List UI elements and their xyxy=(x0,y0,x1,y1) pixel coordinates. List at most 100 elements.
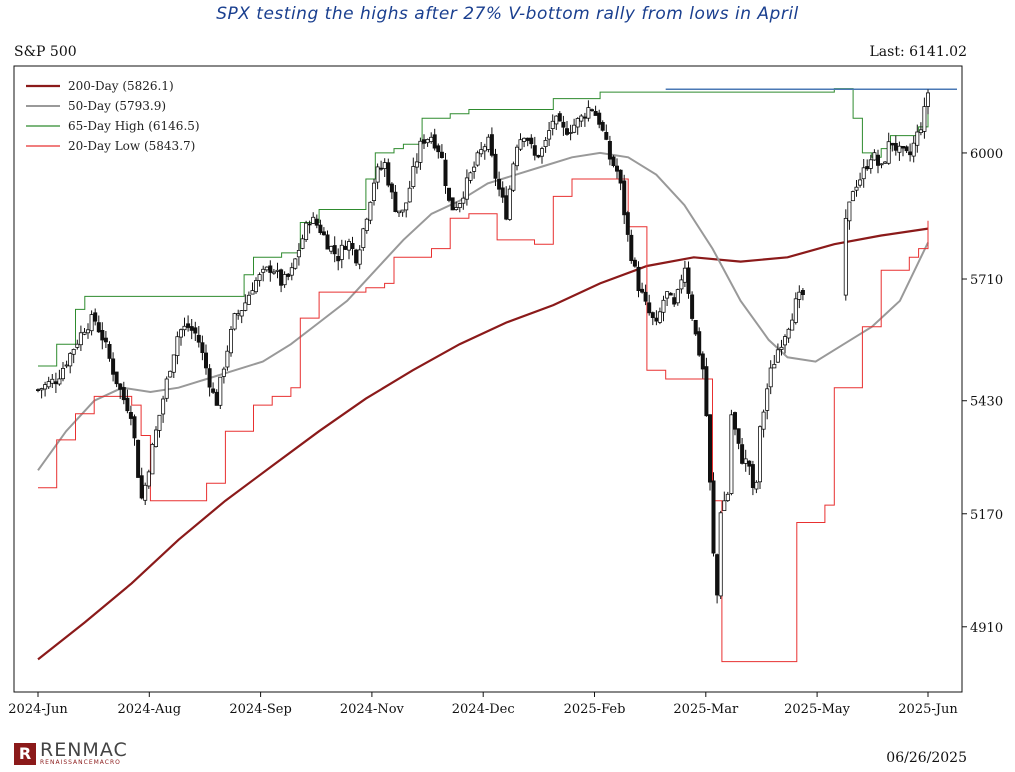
candle-body xyxy=(518,139,523,150)
candle-body xyxy=(236,313,241,316)
candle-body xyxy=(582,116,587,119)
candle-body xyxy=(221,368,226,377)
candle-body xyxy=(550,120,555,130)
candle-body xyxy=(354,249,359,264)
logo-tagline: RENAISSANCEMACRO xyxy=(40,759,121,766)
candle-body xyxy=(679,279,684,290)
candle-body xyxy=(708,414,713,483)
last-price-label: Last: 6141.02 xyxy=(869,44,967,60)
candle-body xyxy=(865,166,870,170)
candle-body xyxy=(540,148,545,157)
candle-body xyxy=(157,414,162,431)
candle-body xyxy=(171,354,176,373)
y-tick-label: 4910 xyxy=(970,621,1003,636)
candle-body xyxy=(908,151,913,156)
candle-body xyxy=(132,416,137,439)
candle-body xyxy=(636,266,641,291)
candle-body xyxy=(161,398,166,415)
candle-body xyxy=(357,249,362,265)
candle-body xyxy=(64,364,69,367)
candle-body xyxy=(625,212,630,235)
candle-body xyxy=(164,378,169,399)
candle-body xyxy=(382,162,387,170)
candle-body xyxy=(175,336,180,357)
candle-body xyxy=(100,329,105,341)
candle-body xyxy=(586,107,591,119)
candle-body xyxy=(282,274,287,286)
legend: 200-Day (5826.1) 50-Day (5793.9) 65-Day Hi… xyxy=(26,79,200,153)
y-tick-label: 5430 xyxy=(970,395,1003,410)
candle-body xyxy=(772,363,777,369)
candle-body xyxy=(68,353,73,367)
candle-body xyxy=(743,458,748,464)
candle-body xyxy=(800,289,805,295)
candle-body xyxy=(436,145,441,153)
candle-body xyxy=(790,319,795,331)
candle-body xyxy=(682,267,687,283)
candle-body xyxy=(740,444,745,464)
candle-body xyxy=(611,156,616,166)
candle-body xyxy=(493,153,498,179)
candle-body xyxy=(196,334,201,343)
candle-body xyxy=(228,328,233,354)
candle-body xyxy=(522,137,527,142)
x-tick-label: 2025-Mar xyxy=(673,702,739,717)
low20-line xyxy=(38,178,929,663)
candle-body xyxy=(96,322,101,333)
candle-body xyxy=(146,471,151,487)
candle-body xyxy=(439,151,444,158)
chart-title: SPX testing the highs after 27% V-bottom… xyxy=(216,4,799,24)
candle-body xyxy=(75,343,80,348)
candle-body xyxy=(650,312,655,319)
candle-body xyxy=(425,138,430,144)
candle-body xyxy=(86,329,91,334)
candle-body xyxy=(915,131,920,146)
candle-body xyxy=(575,118,580,128)
candle-body xyxy=(346,241,351,251)
y-tick-label: 5170 xyxy=(970,508,1003,523)
candle-body xyxy=(396,210,401,214)
candle-body xyxy=(654,317,659,322)
legend-label-low20: 20-Day Low (5843.7) xyxy=(68,139,195,153)
candle-body xyxy=(557,113,562,122)
candle-body xyxy=(572,124,577,133)
candle-body xyxy=(443,159,448,187)
candle-body xyxy=(318,224,323,234)
candle-body xyxy=(525,137,530,141)
candle-body xyxy=(36,389,41,392)
candle-body xyxy=(543,139,548,147)
candle-body xyxy=(482,146,487,152)
candle-body xyxy=(71,348,76,355)
candle-body xyxy=(325,234,330,250)
candle-body xyxy=(414,161,419,168)
candle-body xyxy=(489,134,494,156)
candle-body xyxy=(411,166,416,188)
ma200-line xyxy=(37,227,929,661)
candle-body xyxy=(475,152,480,166)
candle-body xyxy=(736,428,741,444)
candle-body xyxy=(271,271,276,274)
x-tick-label: 2024-Nov xyxy=(340,702,405,717)
candle-body xyxy=(189,326,194,331)
candle-body xyxy=(214,391,219,406)
candle-body xyxy=(747,460,752,467)
candle-body xyxy=(182,325,187,331)
candle-body xyxy=(257,274,262,281)
candle-body xyxy=(321,231,326,236)
candle-body xyxy=(421,139,426,144)
candle-body xyxy=(111,358,116,375)
x-tick-label: 2025-Feb xyxy=(564,702,626,717)
candle-body xyxy=(57,378,62,385)
candle-body xyxy=(615,165,620,172)
candle-body xyxy=(715,554,720,596)
candle-body xyxy=(304,222,309,241)
candle-body xyxy=(901,145,906,149)
candle-body xyxy=(690,294,695,319)
candle-body xyxy=(296,249,301,258)
candle-body xyxy=(536,154,541,158)
candle-body xyxy=(153,429,158,448)
candle-body xyxy=(697,331,702,356)
candle-body xyxy=(786,328,791,339)
candle-body xyxy=(647,302,652,314)
candle-body xyxy=(464,177,469,200)
